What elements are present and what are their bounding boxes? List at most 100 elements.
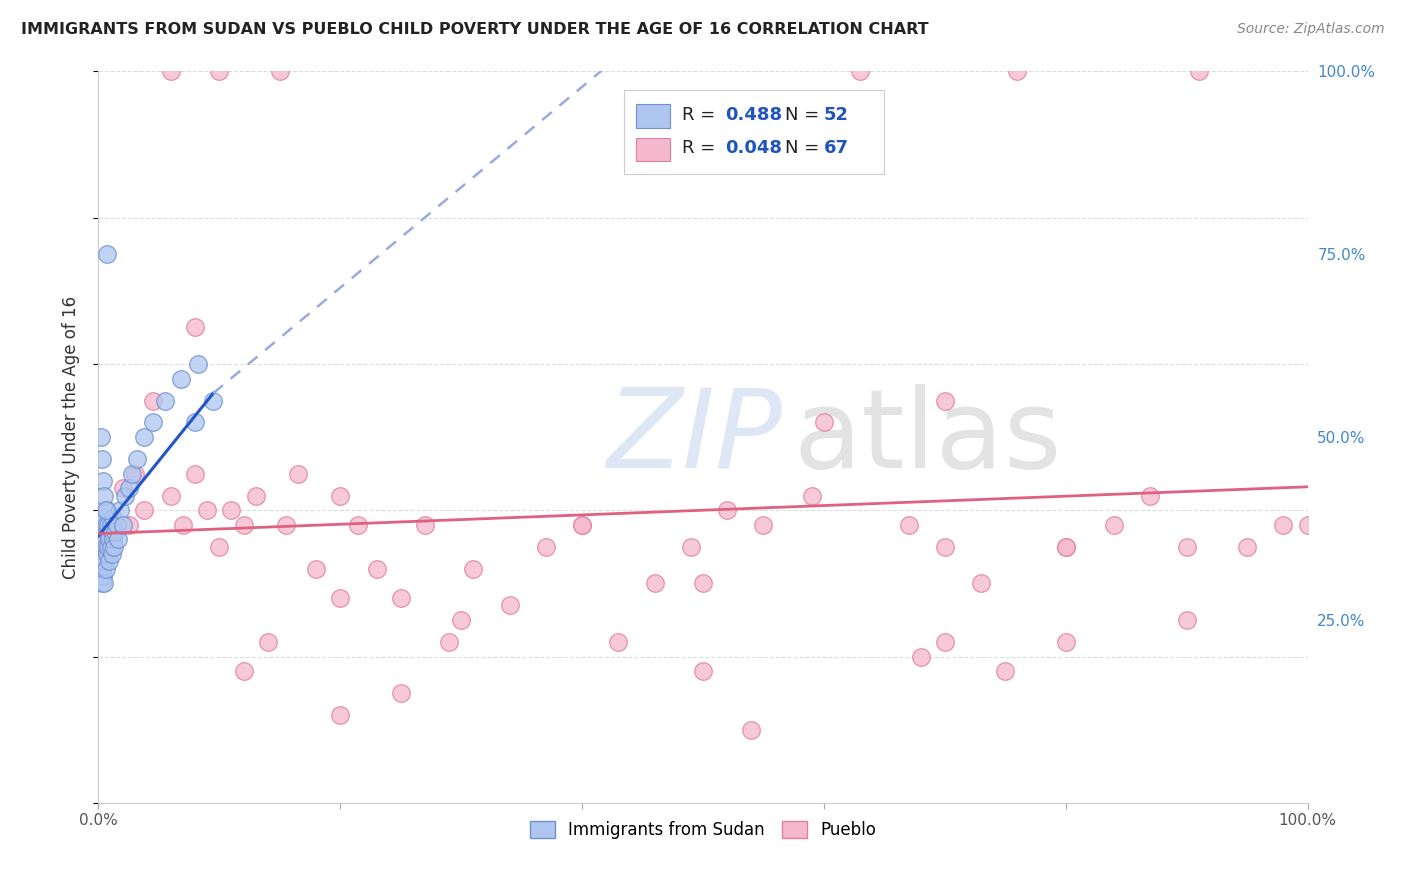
Point bbox=[934, 393, 956, 408]
Point bbox=[101, 510, 124, 524]
Point bbox=[1175, 613, 1198, 627]
Point bbox=[89, 517, 111, 532]
Text: R =: R = bbox=[682, 105, 721, 123]
Point bbox=[450, 613, 472, 627]
Point bbox=[607, 635, 630, 649]
Point bbox=[897, 517, 920, 532]
Point bbox=[195, 503, 218, 517]
Point bbox=[134, 430, 156, 444]
Point bbox=[105, 517, 128, 532]
Point bbox=[93, 554, 115, 568]
Point bbox=[114, 489, 136, 503]
Point bbox=[287, 467, 309, 481]
Point bbox=[1102, 517, 1125, 532]
Point bbox=[103, 540, 125, 554]
Point bbox=[142, 393, 165, 408]
Point bbox=[98, 533, 121, 547]
Point bbox=[187, 357, 209, 371]
Point bbox=[93, 510, 115, 524]
Point bbox=[97, 540, 120, 554]
Point bbox=[202, 393, 225, 408]
Point bbox=[692, 576, 714, 591]
Point bbox=[134, 503, 156, 517]
Point bbox=[256, 635, 278, 649]
Point bbox=[94, 503, 117, 517]
Point bbox=[93, 576, 115, 591]
Point bbox=[118, 517, 141, 532]
Point bbox=[849, 64, 872, 78]
Point bbox=[813, 416, 835, 430]
Text: R =: R = bbox=[682, 139, 721, 157]
Point bbox=[1007, 64, 1029, 78]
Point bbox=[94, 562, 117, 576]
Point bbox=[124, 467, 146, 481]
Point bbox=[96, 503, 118, 517]
Point bbox=[97, 517, 120, 532]
Legend: Immigrants from Sudan, Pueblo: Immigrants from Sudan, Pueblo bbox=[523, 814, 883, 846]
Point bbox=[142, 416, 165, 430]
Point bbox=[160, 489, 183, 503]
Point bbox=[100, 540, 122, 554]
Point bbox=[571, 517, 593, 532]
Point bbox=[1139, 489, 1161, 503]
Point bbox=[208, 540, 231, 554]
Point bbox=[692, 664, 714, 678]
Point bbox=[153, 393, 176, 408]
Point bbox=[571, 517, 593, 532]
Text: N =: N = bbox=[785, 139, 825, 157]
Point bbox=[934, 635, 956, 649]
Point bbox=[269, 64, 291, 78]
Point bbox=[101, 533, 124, 547]
Point bbox=[96, 547, 118, 561]
Point bbox=[221, 503, 243, 517]
Point bbox=[108, 503, 131, 517]
Point bbox=[800, 489, 823, 503]
Point bbox=[91, 540, 114, 554]
Text: Source: ZipAtlas.com: Source: ZipAtlas.com bbox=[1237, 22, 1385, 37]
Text: atlas: atlas bbox=[793, 384, 1062, 491]
Point bbox=[96, 247, 118, 261]
Point bbox=[90, 533, 112, 547]
Point bbox=[90, 554, 112, 568]
Text: ZIP: ZIP bbox=[606, 384, 782, 491]
Point bbox=[437, 635, 460, 649]
Point bbox=[107, 533, 129, 547]
FancyBboxPatch shape bbox=[624, 90, 884, 174]
Point bbox=[91, 562, 114, 576]
Point bbox=[1296, 517, 1319, 532]
Point bbox=[1054, 540, 1077, 554]
Point bbox=[208, 64, 231, 78]
Point bbox=[716, 503, 738, 517]
Point bbox=[100, 517, 122, 532]
Point bbox=[104, 525, 127, 540]
Point bbox=[184, 467, 207, 481]
Point bbox=[329, 489, 352, 503]
Text: 67: 67 bbox=[824, 139, 849, 157]
Point bbox=[994, 664, 1017, 678]
Text: N =: N = bbox=[785, 105, 825, 123]
Point bbox=[366, 562, 388, 576]
Point bbox=[121, 467, 143, 481]
Point bbox=[389, 686, 412, 700]
Point bbox=[232, 517, 254, 532]
Point bbox=[305, 562, 328, 576]
Point bbox=[94, 540, 117, 554]
Point bbox=[644, 576, 666, 591]
Point bbox=[93, 533, 115, 547]
Point bbox=[347, 517, 370, 532]
Point bbox=[463, 562, 485, 576]
Point bbox=[100, 525, 122, 540]
Point bbox=[172, 517, 194, 532]
Point bbox=[127, 452, 149, 467]
Point bbox=[934, 540, 956, 554]
Point bbox=[91, 525, 114, 540]
Text: IMMIGRANTS FROM SUDAN VS PUEBLO CHILD POVERTY UNDER THE AGE OF 16 CORRELATION CH: IMMIGRANTS FROM SUDAN VS PUEBLO CHILD PO… bbox=[21, 22, 929, 37]
Point bbox=[910, 649, 932, 664]
Point bbox=[245, 489, 267, 503]
Point bbox=[1175, 540, 1198, 554]
Point bbox=[534, 540, 557, 554]
Point bbox=[184, 320, 207, 334]
Point bbox=[184, 416, 207, 430]
Point bbox=[91, 547, 114, 561]
Point bbox=[329, 708, 352, 723]
